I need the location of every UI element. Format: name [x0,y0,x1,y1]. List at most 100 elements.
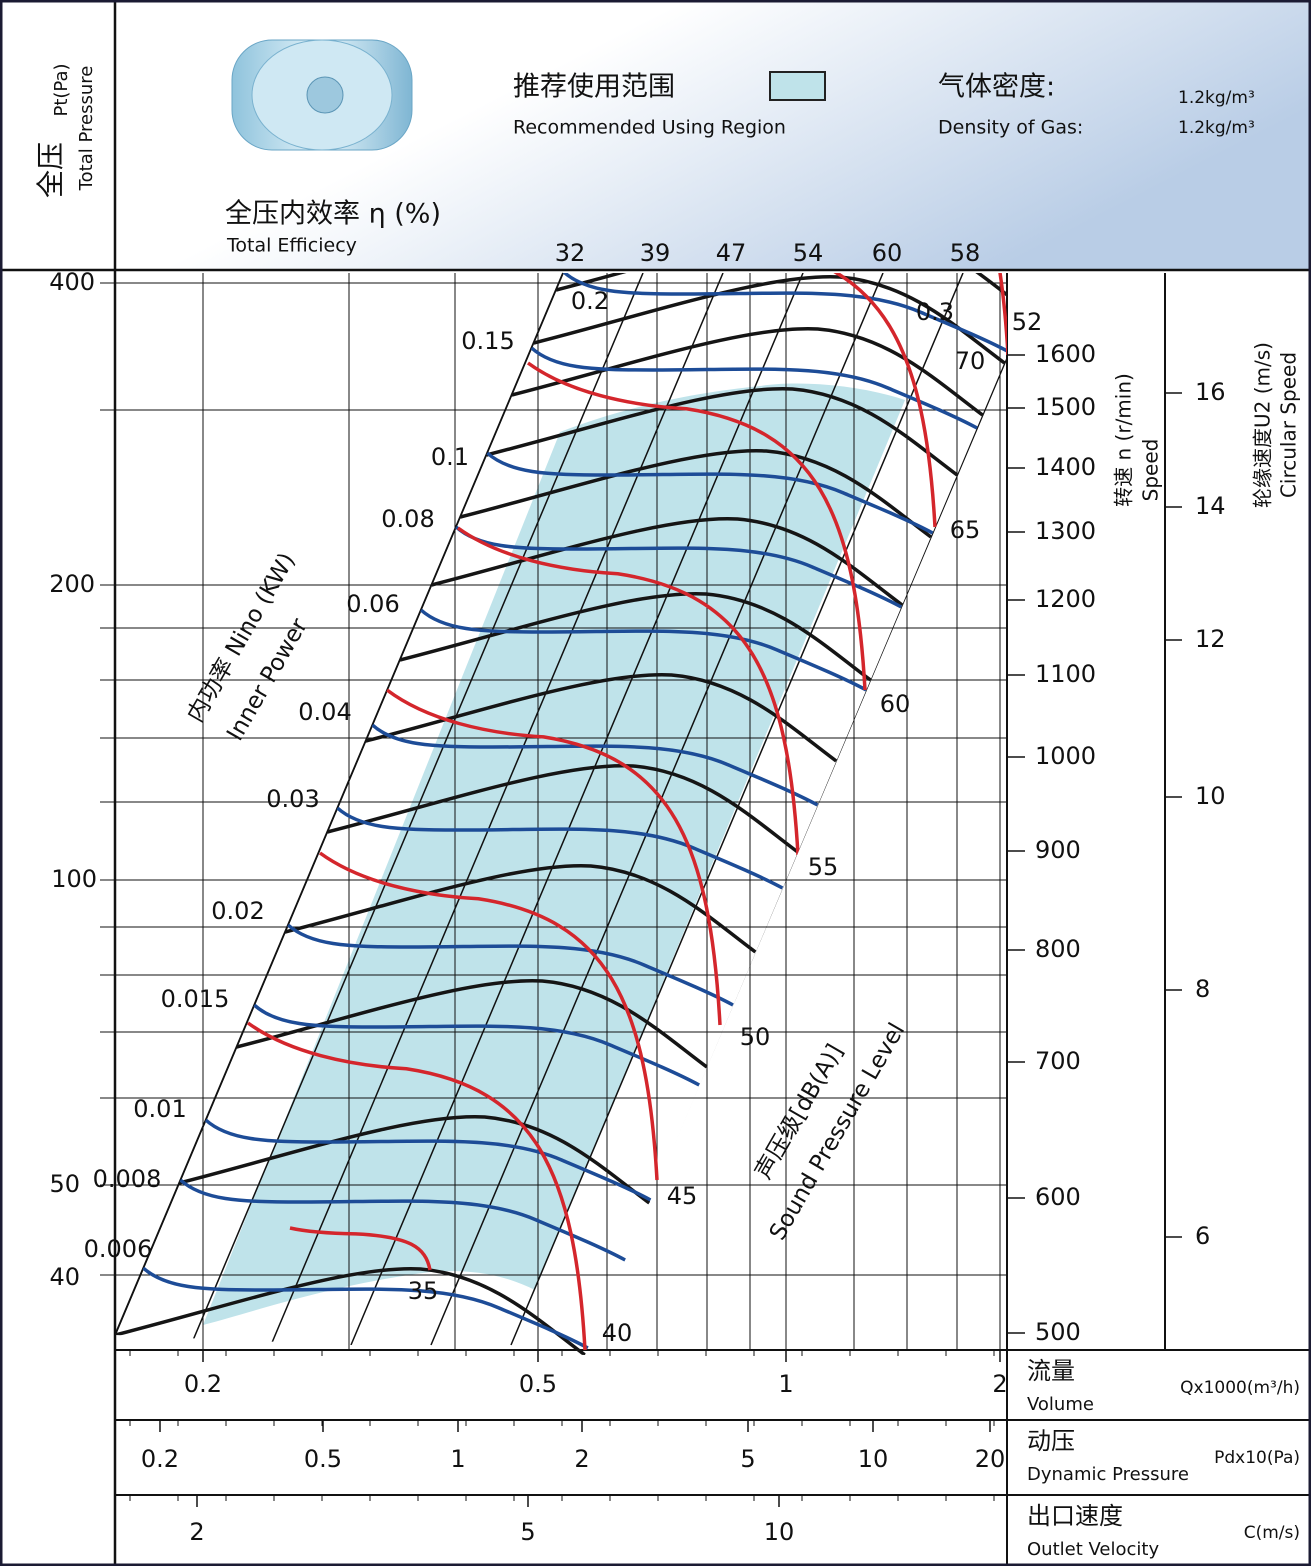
scale-tick-label: 2 [992,1370,1007,1398]
pressure-tick-label: 40 [49,1263,80,1291]
sound-label: 50 [740,1023,771,1051]
power-label: 0.008 [93,1165,162,1193]
scale-tick-label: 1 [778,1370,793,1398]
speed-curve [486,386,959,477]
sound-label: 40 [602,1319,633,1347]
power-label: 0.03 [266,785,319,813]
scale-tick-label: 0.2 [141,1445,179,1473]
speed-tick-label: 700 [1035,1047,1081,1075]
label: 动压 [1027,1427,1075,1455]
label: Qx1000(m³/h) [1180,1378,1300,1398]
scale-tick-label: 1 [450,1445,465,1473]
power-label: 0.15 [461,327,514,355]
power-curve [486,451,934,535]
circular-tick-label: 12 [1195,625,1226,653]
speed-curve [284,863,757,954]
scale-tick-label: 2 [189,1518,204,1546]
speed-tick-label: 500 [1035,1318,1081,1346]
power-label: 0.04 [298,698,351,726]
power-curve [562,273,1007,354]
power-curve [286,923,734,1007]
scale-tick-label: 2 [574,1445,589,1473]
scale-tick-label: 0.2 [184,1370,222,1398]
label: 流量 [1027,1357,1075,1385]
scale-tick-label: 0.5 [304,1445,342,1473]
scale-tick-label: 5 [740,1445,755,1473]
speed-curve [236,978,708,1069]
label: Pdx10(Pa) [1214,1448,1300,1468]
power-curve [204,1118,652,1202]
power-curve [530,346,978,430]
edge-line [114,272,564,1336]
speed-tick-label: 1100 [1035,660,1096,688]
label: Circular Speed [1277,352,1301,498]
speed-tick-label: 600 [1035,1183,1081,1211]
power-curve [371,723,819,807]
label: Total Pressure [76,66,97,192]
label: Outlet Velocity [1027,1539,1159,1560]
power-curve [454,525,903,609]
circular-tick-label: 6 [1195,1222,1210,1250]
efficiency-label: 54 [793,239,824,267]
region-swatch [769,71,826,101]
efficiency-label: 39 [640,239,671,267]
power-curve [419,608,868,692]
speed-tick-label: 800 [1035,935,1081,963]
sound-curve [246,1021,587,1351]
label: 1.2kg/m³ [1178,118,1255,138]
speed-curve [533,274,1006,365]
label: Recommended Using Region [513,117,786,139]
label: 转速 n (r/min) [1112,373,1136,507]
label: Total Efficiecy [226,235,357,257]
circular-tick-label: 10 [1195,782,1226,810]
circular-tick-label: 14 [1195,492,1226,520]
circular-tick-label: 8 [1195,975,1210,1003]
sound-label: 45 [667,1182,698,1210]
sound-curve [526,361,867,691]
power-label: 0.08 [381,505,434,533]
label: Pt(Pa) [51,63,72,116]
speed-tick-label: 1000 [1035,742,1096,770]
speed-curve [326,763,799,854]
label: Dynamic Pressure [1027,1464,1189,1485]
speed-curve [115,1266,587,1355]
sound-curve [456,526,800,856]
circular-tick-label: 16 [1195,378,1226,406]
power-label: 0.02 [211,897,264,925]
power-label: 0.3 [916,298,954,326]
pressure-tick-label: 100 [51,865,97,893]
efficiency-label: 60 [872,239,903,267]
efficiency-label: 58 [950,239,981,267]
label: Volume [1027,1394,1094,1415]
speed-tick-label: 1200 [1035,585,1096,613]
speed-tick-label: 1300 [1035,517,1096,545]
speed-tick-label: 900 [1035,836,1081,864]
efficiency-line [430,273,884,1346]
sound-label: 35 [408,1277,439,1305]
power-label: 0.2 [571,287,609,315]
scale-tick-label: 5 [520,1518,535,1546]
speed-curve [365,672,838,763]
impeller-icon [231,39,413,151]
power-curve [336,806,784,890]
speed-tick-label: 1400 [1035,453,1096,481]
label: 推荐使用范围 [513,72,675,103]
speed-tick-label: 1600 [1035,340,1096,368]
sound-label: 55 [808,853,839,881]
scale-tick-label: 20 [975,1445,1006,1473]
label: Density of Gas: [938,117,1083,139]
sound-curve [289,1226,432,1271]
sound-label: 60 [880,690,911,718]
power-label: 0.06 [346,590,399,618]
pressure-tick-label: 200 [49,570,95,598]
speed-curve [459,448,932,539]
speed-curve [178,1114,651,1205]
label: 轮缘速度U2 (m/s) [1251,342,1275,508]
label: C(m/s) [1244,1523,1300,1543]
label: 气体密度: [938,72,1055,103]
power-label: 0.1 [431,443,469,471]
sound-curve [318,851,659,1181]
efficiency-line [510,273,964,1346]
